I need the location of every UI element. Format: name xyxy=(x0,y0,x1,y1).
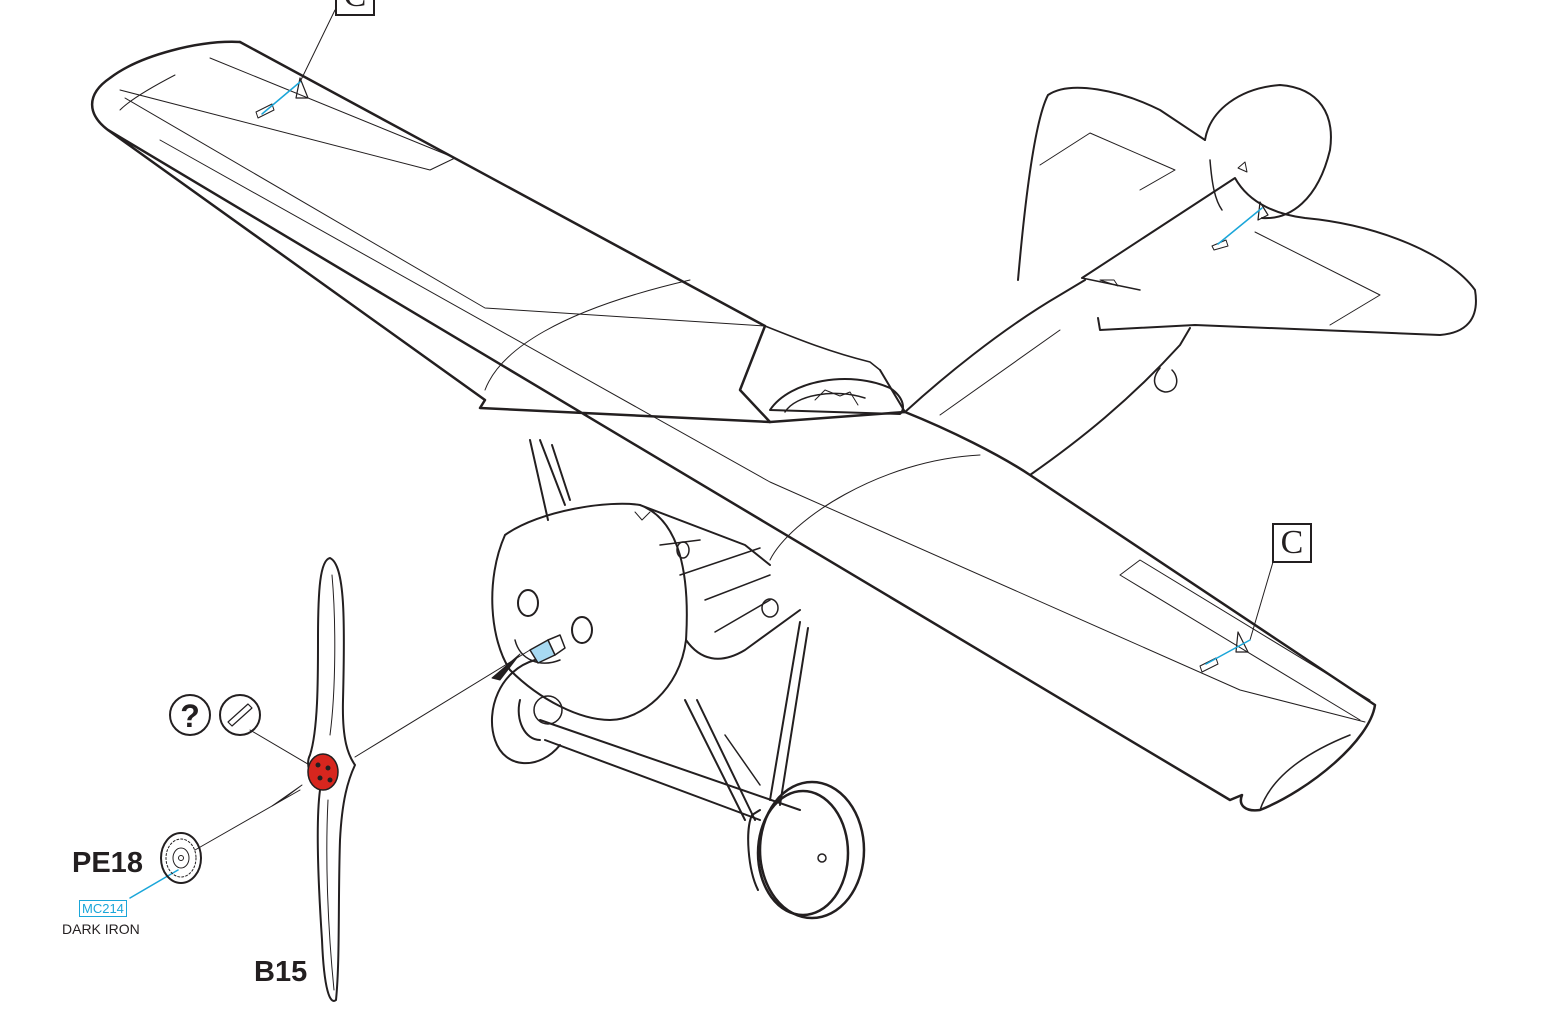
paint-leaders xyxy=(129,81,1263,899)
reference-box-right: C xyxy=(1272,523,1312,563)
propeller xyxy=(307,557,356,1002)
undercarriage xyxy=(539,621,809,821)
pe18-label: PE18 xyxy=(72,847,143,879)
question-mark-circle-icon xyxy=(169,694,211,736)
pe18-disc xyxy=(160,832,202,884)
right-wheel xyxy=(747,780,866,920)
cabane-struts xyxy=(529,439,571,521)
left-wheel xyxy=(490,659,563,765)
engine-cowling xyxy=(491,502,801,721)
glue-brush-circle-icon xyxy=(219,694,261,736)
assembly-arrows xyxy=(194,649,531,851)
main-wing xyxy=(91,40,1377,812)
b15-label: B15 xyxy=(254,956,308,988)
question-mark-glyph: ? xyxy=(180,698,200,734)
paint-code-box: MC214 xyxy=(79,900,127,917)
callout-leaders xyxy=(299,9,1274,641)
propeller-hub-glue-area xyxy=(307,753,339,791)
cockpit xyxy=(769,378,904,415)
tail-stabilizer xyxy=(1081,161,1477,336)
reference-letter-top: C xyxy=(344,0,367,14)
reference-box-top: C xyxy=(335,0,375,16)
reference-letter-right: C xyxy=(1280,524,1304,561)
paint-name-label: DARK IRON xyxy=(62,921,140,937)
tail-fin xyxy=(1017,84,1332,281)
propeller-shaft xyxy=(529,634,566,664)
rear-fuselage xyxy=(904,279,1191,476)
